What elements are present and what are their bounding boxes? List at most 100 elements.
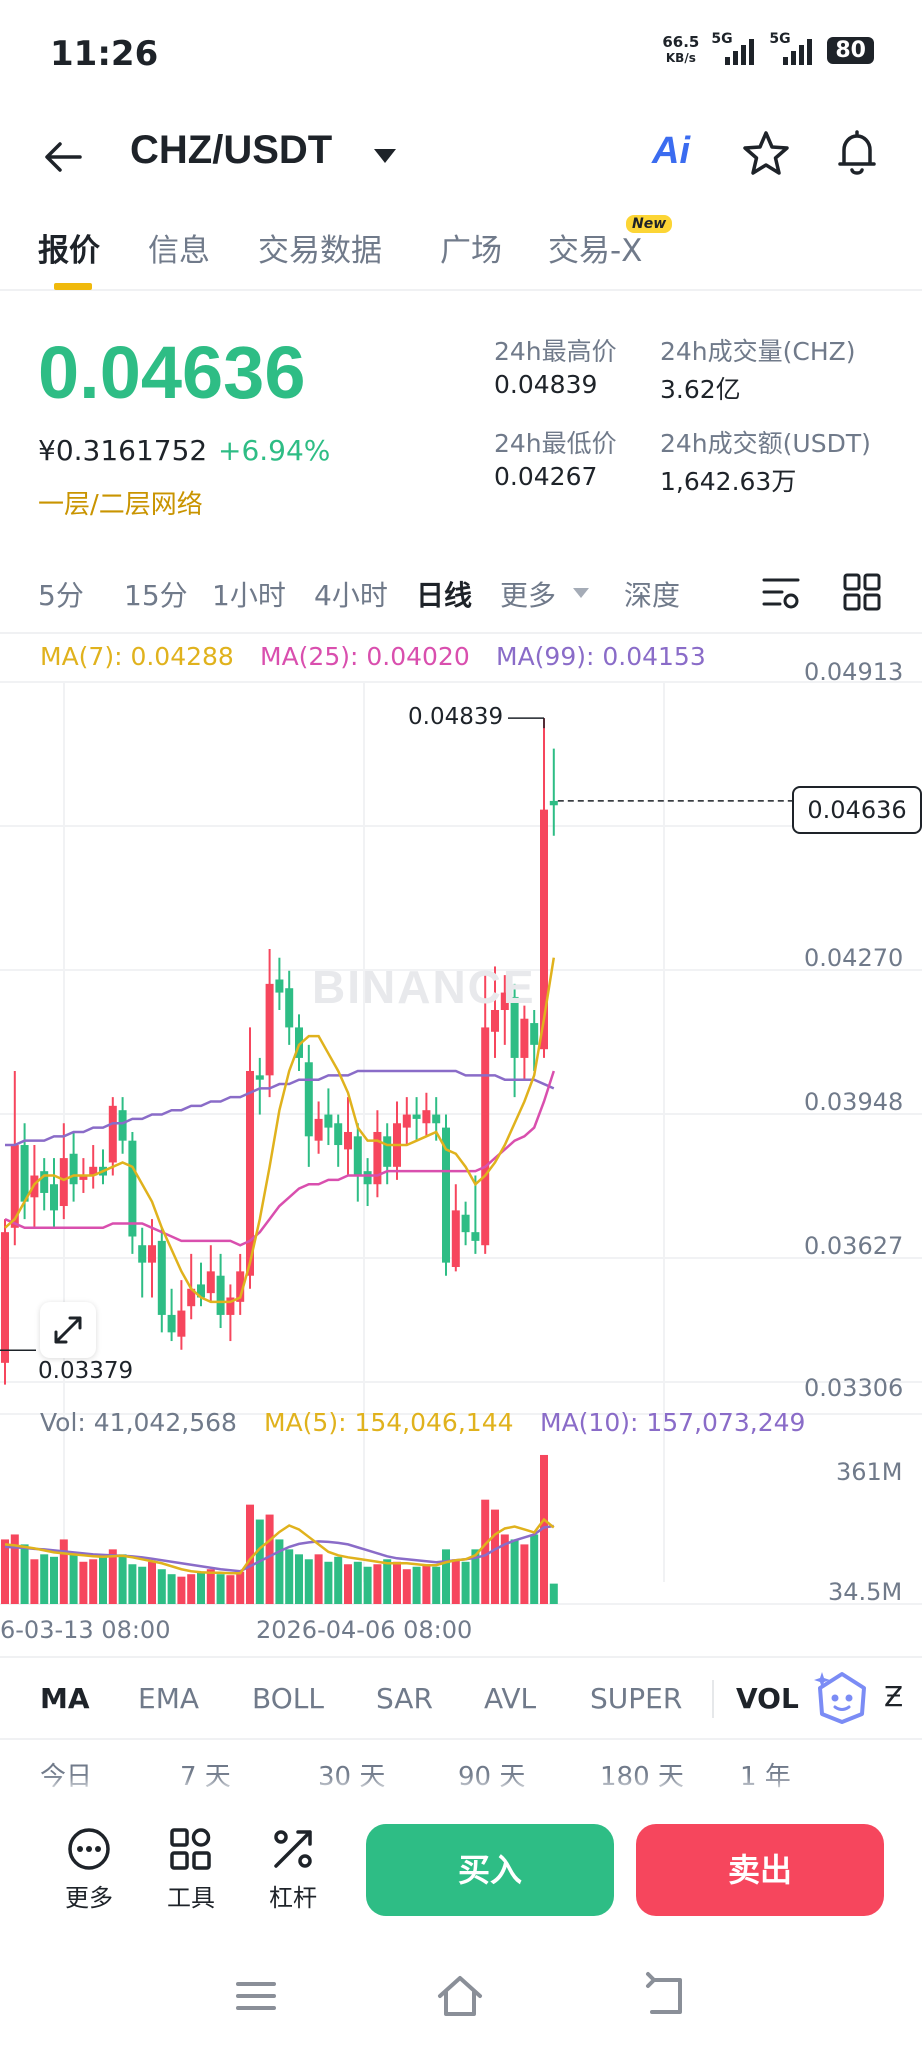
volume-bar (69, 1554, 78, 1604)
volume-bar (549, 1583, 558, 1604)
more-action[interactable]: 更多 (54, 1826, 124, 1913)
ai-bot-icon[interactable] (812, 1668, 872, 1728)
binance-watermark: BINANCE (312, 961, 536, 1013)
indicator-sar[interactable]: SAR (376, 1682, 433, 1715)
y-axis-label: 0.03306 (804, 1374, 904, 1402)
timeframe-5m[interactable]: 5分 (38, 579, 84, 612)
ai-assistant-icon[interactable]: Ai (652, 130, 690, 172)
home-icon[interactable] (434, 1970, 486, 2022)
volume-bar (442, 1549, 450, 1604)
favorite-star-icon[interactable] (740, 128, 792, 180)
candle-body (500, 992, 509, 1011)
tab-trading-data[interactable]: 交易数据 (258, 233, 382, 269)
battery-icon: 80 (827, 36, 874, 64)
volume-bar (393, 1561, 401, 1604)
volume-bar (432, 1566, 441, 1604)
high-24h-label: 24h最高价 (494, 337, 617, 366)
indicator-avl[interactable]: AVL (484, 1682, 537, 1715)
y-axis-label: 0.03627 (804, 1232, 904, 1260)
volume-bar (353, 1561, 362, 1604)
buy-button[interactable]: 买入 (366, 1824, 614, 1916)
volume-bar (10, 1534, 19, 1604)
pair-title[interactable]: CHZ/USDT (130, 128, 333, 172)
leverage-action[interactable]: 杠杆 (258, 1826, 328, 1913)
network-speed: 66.5 KB/s (662, 33, 700, 65)
price-change-percent: +6.94% (218, 434, 331, 467)
volume-bar (461, 1561, 470, 1604)
volume-bar (520, 1544, 529, 1604)
candle-body (118, 1110, 127, 1141)
candle-body (295, 1027, 303, 1058)
candle-body (471, 1232, 480, 1241)
notification-bell-icon[interactable] (830, 126, 884, 180)
timeframe-4h[interactable]: 4小时 (314, 579, 388, 612)
candle-body (314, 1118, 323, 1141)
volume-chz-label: 24h成交量(CHZ) (660, 337, 856, 366)
perf-1y: 1 年 (740, 1762, 791, 1792)
menu-icon[interactable] (230, 1970, 282, 2022)
candle-body (432, 1114, 441, 1124)
candle-body (402, 1114, 411, 1128)
volume-legend: Vol: 41,042,568 (40, 1408, 237, 1437)
chart-settings-icon[interactable] (760, 572, 802, 614)
volume-chz-value: 3.62亿 (660, 375, 741, 404)
high-marker-label: 0.04839 (408, 704, 504, 730)
timeframe-depth[interactable]: 深度 (624, 579, 681, 612)
candle-body (324, 1114, 333, 1128)
candle-body (285, 988, 294, 1028)
chevron-down-icon[interactable] (572, 586, 590, 600)
pair-dropdown-caret-icon[interactable] (372, 146, 398, 166)
tools-action[interactable]: 工具 (156, 1826, 226, 1913)
candle-body (157, 1240, 166, 1315)
candle-body (373, 1131, 382, 1185)
network-tag[interactable]: 一层/二层网络 (38, 490, 203, 520)
candle-body (422, 1110, 431, 1124)
tools-grid-icon (170, 1828, 211, 1870)
timeframe-1h[interactable]: 1小时 (212, 579, 286, 612)
candle-body (226, 1297, 235, 1315)
volume-axis-label: 361M (836, 1458, 903, 1486)
timeframe-15m[interactable]: 15分 (124, 579, 188, 612)
ma99-line (5, 1069, 555, 1147)
status-indicators: 66.5 KB/s 5G 5G 80 (662, 31, 874, 66)
indicator-vol[interactable]: VOL (736, 1682, 799, 1715)
chart-top-divider (0, 632, 922, 634)
layout-grid-icon[interactable] (842, 572, 882, 612)
indicator-boll[interactable]: BOLL (252, 1682, 324, 1715)
volume-bar (471, 1549, 480, 1604)
candle-body (383, 1136, 392, 1167)
volume-ma5-line (4, 1517, 555, 1575)
volume-bar (236, 1571, 245, 1604)
expand-chart-icon[interactable] (40, 1302, 96, 1358)
volume-bar (540, 1454, 548, 1604)
volume-bar (246, 1504, 254, 1604)
timeframe-1d[interactable]: 日线 (416, 579, 473, 612)
tab-quote[interactable]: 报价 (38, 233, 100, 269)
low-24h-value: 0.04267 (494, 462, 598, 491)
back-icon[interactable] (640, 1970, 692, 2022)
candle-body (265, 983, 274, 1076)
sell-button[interactable]: 卖出 (636, 1824, 884, 1916)
timeframe-more[interactable]: 更多 (500, 579, 557, 612)
indicator-ma[interactable]: MA (40, 1682, 90, 1715)
indicator-super[interactable]: SUPER (590, 1682, 683, 1715)
indicator-ema[interactable]: EMA (138, 1682, 200, 1715)
kline-chart[interactable] (0, 670, 922, 1615)
tab-square[interactable]: 广场 (440, 233, 502, 269)
volume-bar (422, 1564, 431, 1604)
high-24h-value: 0.04839 (494, 370, 598, 399)
volume-bar (491, 1509, 499, 1604)
indicator-tabs: MA EMA BOLL SAR AVL SUPER VOL Ƶ (0, 1656, 922, 1740)
indicator-overflow-text[interactable]: Ƶ (884, 1680, 904, 1713)
back-arrow-icon[interactable] (38, 132, 88, 182)
x-axis-date-label: 6-03-13 08:00 (0, 1616, 171, 1644)
tab-info[interactable]: 信息 (148, 233, 210, 269)
tab-trade-x[interactable]: 交易-X (548, 233, 643, 269)
volume-bar (177, 1576, 186, 1604)
ma25-line (4, 1070, 555, 1247)
signal-5g-icon-2: 5G (769, 31, 815, 65)
volume-usdt-value: 1,642.63万 (660, 467, 797, 496)
volume-bar (383, 1559, 392, 1604)
candle-body (520, 1018, 529, 1058)
candle-body (549, 800, 558, 806)
